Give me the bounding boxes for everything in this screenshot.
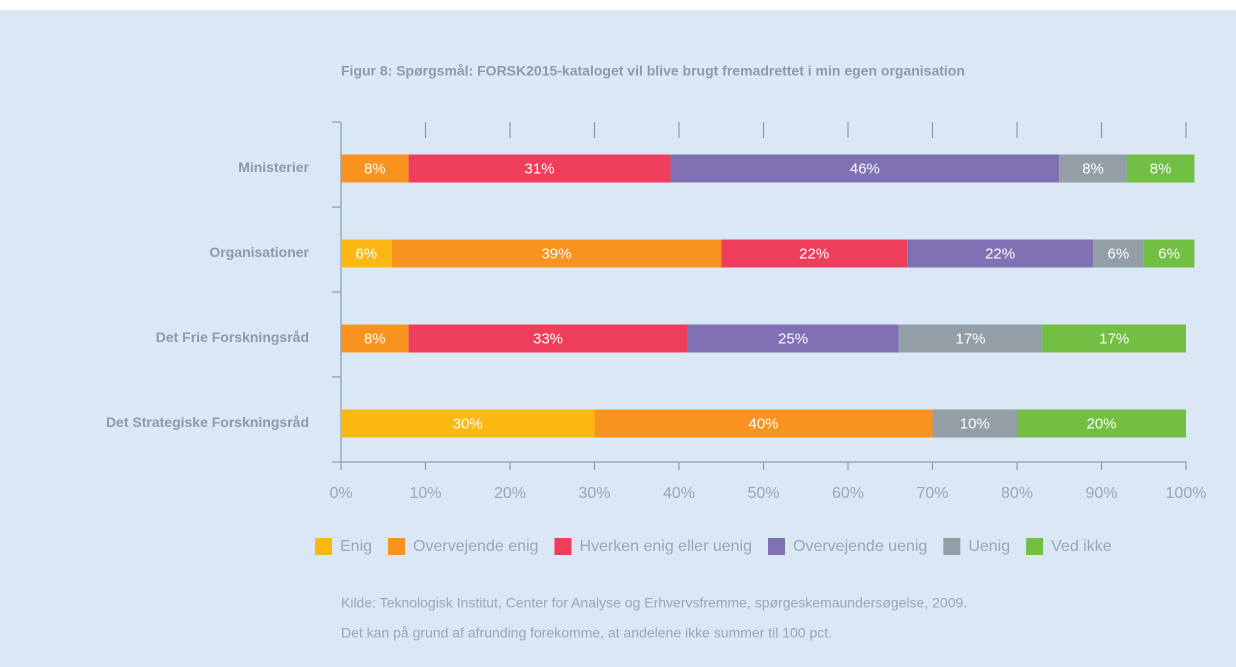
bar-segment <box>898 324 1043 353</box>
category-label: Det Strategiske Forskningsråd <box>106 414 309 430</box>
bar-segment <box>408 154 671 183</box>
value-label: 10% <box>960 415 990 432</box>
x-tick-label: 50% <box>747 485 779 502</box>
bar-segment <box>341 409 595 438</box>
bar-segment <box>1093 239 1144 268</box>
category-label: Organisationer <box>209 244 309 260</box>
x-tick-label: 60% <box>832 485 864 502</box>
legend-label: Overvejende uenig <box>793 538 927 555</box>
value-label: 8% <box>1082 160 1104 177</box>
legend-swatch <box>388 538 406 555</box>
value-label: 22% <box>985 245 1015 262</box>
bar-segment <box>341 239 392 268</box>
value-label: 30% <box>453 415 483 432</box>
x-tick-label: 30% <box>578 485 610 502</box>
value-label: 46% <box>850 160 880 177</box>
bar-segment <box>1017 409 1186 438</box>
value-label: 8% <box>364 160 386 177</box>
bar-segment <box>670 154 1060 183</box>
x-tick-label: 80% <box>1001 485 1033 502</box>
source-note: Kilde: Teknologisk Institut, Center for … <box>341 595 967 611</box>
value-label: 20% <box>1086 415 1116 432</box>
value-label: 8% <box>364 330 386 347</box>
value-label: 6% <box>1158 245 1180 262</box>
legend-swatch <box>1026 538 1044 555</box>
value-label: 8% <box>1150 160 1172 177</box>
bar-segment <box>721 239 908 268</box>
x-tick-label: 100% <box>1166 485 1207 502</box>
bar-segment <box>341 324 409 353</box>
bar-segment <box>594 409 933 438</box>
legend-swatch <box>554 538 572 555</box>
bar-segment <box>1042 324 1186 353</box>
bar-segment <box>907 239 1094 268</box>
bar-segment <box>1126 154 1195 183</box>
x-tick-label: 0% <box>329 485 352 502</box>
x-tick-label: 40% <box>663 485 695 502</box>
x-tick-label: 20% <box>494 485 526 502</box>
value-label: 25% <box>778 330 808 347</box>
bar-segment <box>341 154 409 183</box>
bar-segment <box>932 409 1017 438</box>
legend-label: Hverken enig eller uenig <box>579 538 752 555</box>
value-label: 22% <box>799 245 829 262</box>
legend-label: Overvejende enig <box>413 538 538 555</box>
bar-segment <box>391 239 722 268</box>
legend-swatch <box>943 538 961 555</box>
legend-label: Ved ikke <box>1051 538 1112 555</box>
value-label: 6% <box>1108 245 1130 262</box>
value-label: 6% <box>356 245 378 262</box>
value-label: 17% <box>1099 330 1129 347</box>
value-label: 31% <box>525 160 555 177</box>
value-label: 40% <box>748 415 778 432</box>
value-label: 39% <box>541 245 571 262</box>
bar-segment <box>1143 239 1195 268</box>
category-label: Det Frie Forskningsråd <box>156 329 309 345</box>
x-tick-label: 70% <box>916 485 948 502</box>
x-tick-label: 10% <box>409 485 441 502</box>
legend-swatch <box>315 538 332 555</box>
bar-segment <box>687 324 899 353</box>
bar-segment <box>1059 154 1127 183</box>
category-label: Ministerier <box>238 159 309 175</box>
value-label: 33% <box>533 330 563 347</box>
legend-swatch <box>768 538 785 555</box>
chart-title: Figur 8: Spørgsmål: FORSK2015-kataloget … <box>341 63 965 79</box>
value-label: 17% <box>956 330 986 347</box>
legend-label: Enig <box>340 538 372 555</box>
source-note: Det kan på grund af afrunding forekomme,… <box>341 625 832 641</box>
x-tick-label: 90% <box>1085 485 1117 502</box>
legend-label: Uenig <box>968 538 1010 555</box>
bar-segment <box>408 324 688 353</box>
